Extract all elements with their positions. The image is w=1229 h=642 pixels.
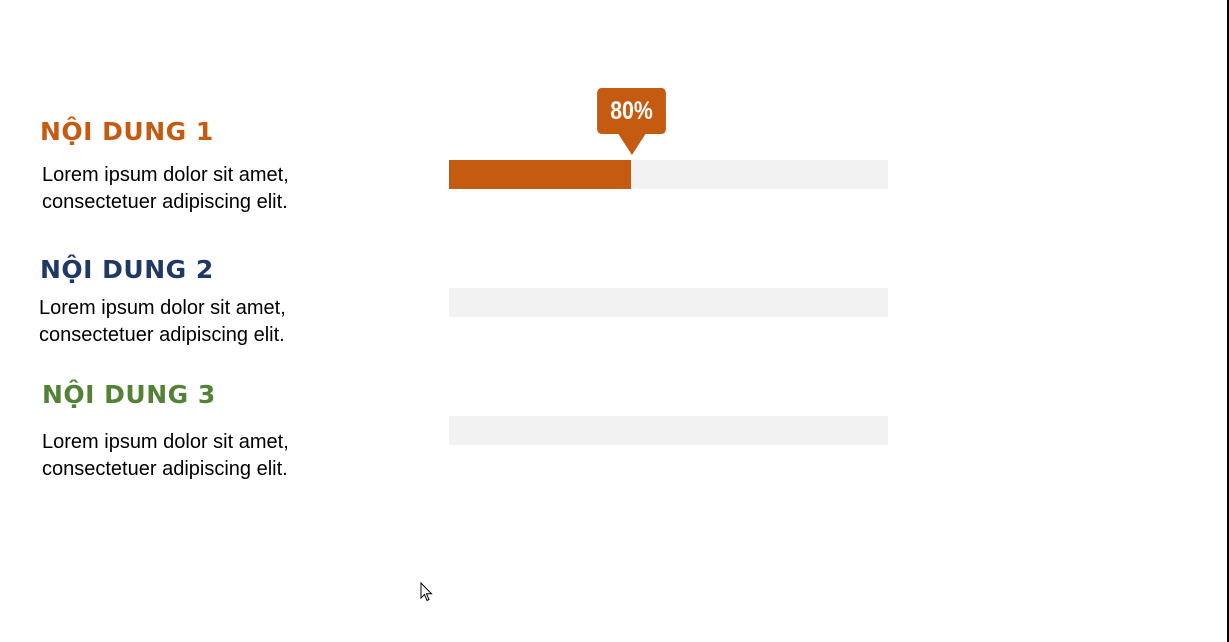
desc-line: Lorem ipsum dolor sit amet, — [42, 164, 289, 186]
item-3-description: Lorem ipsum dolor sit amet, consectetuer… — [42, 429, 289, 483]
desc-line: consectetuer adipiscing elit. — [42, 458, 288, 480]
desc-line: consectetuer adipiscing elit. — [39, 324, 285, 346]
item-2-title: NỘI DUNG 2 — [40, 255, 214, 284]
item-2-description: Lorem ipsum dolor sit amet, consectetuer… — [39, 295, 286, 349]
desc-line: Lorem ipsum dolor sit amet, — [42, 431, 289, 453]
desc-line: Lorem ipsum dolor sit amet, — [39, 297, 286, 319]
window-border — [1227, 0, 1229, 642]
item-3-title: NỘI DUNG 3 — [42, 380, 216, 409]
progress-bar-2 — [449, 288, 888, 317]
progress-bar-1 — [449, 160, 888, 189]
desc-line: consectetuer adipiscing elit. — [42, 191, 288, 213]
mouse-pointer-icon — [420, 582, 433, 602]
item-1-description: Lorem ipsum dolor sit amet, consectetuer… — [42, 162, 289, 216]
progress-bar-3 — [449, 416, 888, 445]
progress-callout: 80% — [597, 88, 666, 155]
progress-fill-1 — [449, 160, 632, 189]
item-1-title: NỘI DUNG 1 — [40, 117, 214, 146]
